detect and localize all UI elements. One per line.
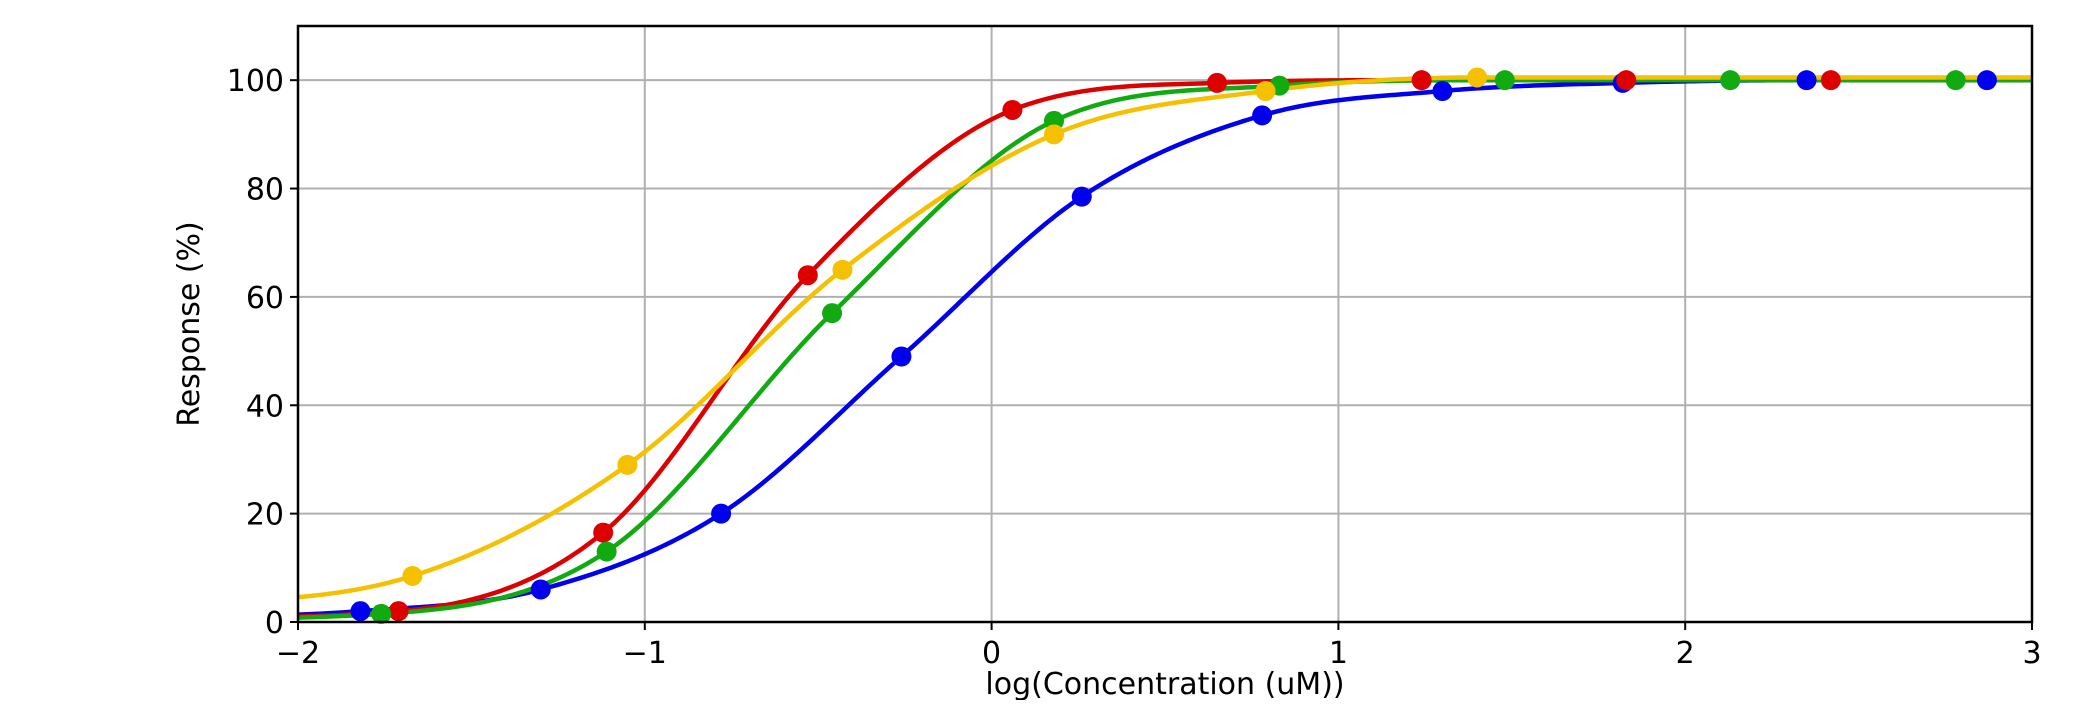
data-point	[530, 579, 551, 600]
series-curve	[297, 75, 2032, 600]
data-point	[1945, 70, 1966, 91]
data-point	[1411, 70, 1432, 91]
data-point	[593, 522, 614, 543]
data-point	[402, 565, 423, 586]
data-point	[1252, 105, 1273, 126]
data-point	[1255, 81, 1276, 102]
data-point	[822, 303, 843, 324]
data-point	[1002, 99, 1023, 120]
y-tick-label: 60	[246, 281, 284, 316]
grid	[297, 26, 2033, 623]
y-tick-label: 100	[227, 64, 284, 99]
data-point	[1820, 70, 1841, 91]
data-point	[371, 603, 392, 624]
y-tick-label: 20	[246, 498, 284, 533]
data-point	[1494, 70, 1515, 91]
series-curve	[297, 77, 2032, 619]
x-tick-label: 1	[1329, 636, 1348, 671]
x-axis-label: log(Concentration (uM))	[985, 667, 1344, 700]
y-tick-label: 80	[246, 173, 284, 208]
y-tick-label: 40	[246, 389, 284, 424]
x-tick-label: 2	[1676, 636, 1695, 671]
data-point	[891, 346, 912, 367]
series-curve	[297, 77, 2032, 620]
data-point	[617, 454, 638, 475]
data-point	[832, 259, 853, 280]
data-point	[1432, 81, 1453, 102]
x-tick-label: −1	[623, 636, 667, 671]
data-point	[1207, 72, 1228, 93]
data-point	[388, 601, 409, 622]
y-axis-label: Response (%)	[172, 221, 207, 427]
y-tick-label: 0	[265, 606, 284, 641]
data-point	[1796, 70, 1817, 91]
x-tick-label: −2	[276, 636, 320, 671]
data-point	[1616, 70, 1637, 91]
data-point	[596, 541, 617, 562]
data-point	[1467, 67, 1488, 88]
data-point	[1976, 70, 1997, 91]
axis-ticks: −2 −1 0 1 2 3 0 20 40 60 80 100	[227, 64, 2042, 671]
data-points	[350, 67, 1997, 624]
data-point	[1720, 70, 1741, 91]
series-curve	[297, 77, 2032, 617]
x-tick-label: 3	[2022, 636, 2041, 671]
data-point	[350, 601, 371, 622]
x-tick-label: 0	[982, 636, 1001, 671]
plot-frame	[296, 24, 2034, 624]
data-point	[1071, 186, 1092, 207]
data-point	[1044, 124, 1065, 145]
data-point	[797, 265, 818, 286]
data-point	[711, 503, 732, 524]
fitted-curves	[297, 75, 2032, 620]
